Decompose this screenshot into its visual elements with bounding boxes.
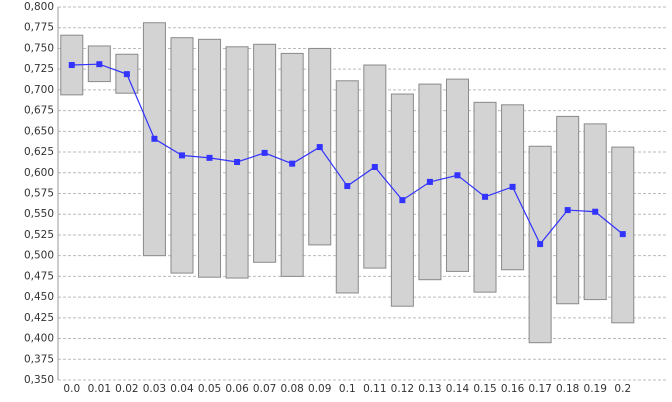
mean-point xyxy=(454,172,461,179)
x-tick-label: 0.0 xyxy=(63,383,80,395)
y-tick-label: 0,725 xyxy=(24,63,54,75)
x-tick-label: 0.1 xyxy=(339,383,356,395)
x-tick-label: 0.13 xyxy=(418,383,441,395)
x-tick-label: 0.18 xyxy=(556,383,579,395)
mean-point xyxy=(68,62,75,69)
mean-point xyxy=(509,183,516,190)
y-tick-label: 0,375 xyxy=(24,353,54,365)
x-tick-label: 0.03 xyxy=(143,383,166,395)
mean-point xyxy=(564,207,571,214)
mean-point xyxy=(234,159,241,166)
mean-point xyxy=(96,61,103,68)
mean-point xyxy=(344,183,351,190)
y-tick-label: 0,675 xyxy=(24,105,54,117)
y-tick-label: 0,775 xyxy=(24,22,54,34)
y-tick-label: 0,600 xyxy=(24,167,54,179)
y-tick-label: 0,650 xyxy=(24,125,54,137)
y-tick-label: 0,500 xyxy=(24,250,54,262)
x-tick-label: 0.04 xyxy=(170,383,194,395)
mean-point xyxy=(178,152,185,159)
y-tick-label: 0,700 xyxy=(24,84,54,96)
x-tick-label: 0.2 xyxy=(614,383,631,395)
y-tick-label: 0,575 xyxy=(24,188,54,200)
y-tick-label: 0,525 xyxy=(24,229,54,241)
x-tick-label: 0.12 xyxy=(391,383,414,395)
x-tick-label: 0.06 xyxy=(225,383,249,395)
y-tick-label: 0,750 xyxy=(24,42,54,54)
y-tick-label: 0,450 xyxy=(24,291,54,303)
y-tick-label: 0,475 xyxy=(24,270,54,282)
mean-point xyxy=(261,149,268,156)
mean-point xyxy=(316,144,323,151)
mean-point xyxy=(399,197,406,204)
x-tick-label: 0.02 xyxy=(115,383,138,395)
y-tick-label: 0,625 xyxy=(24,146,54,158)
y-tick-label: 0,425 xyxy=(24,312,54,324)
x-tick-label: 0.14 xyxy=(446,383,470,395)
x-tick-label: 0.08 xyxy=(280,383,303,395)
y-tick-label: 0,800 xyxy=(24,1,54,13)
x-tick-label: 0.16 xyxy=(501,383,525,395)
mean-point xyxy=(151,135,158,142)
mean-point xyxy=(592,208,599,215)
x-tick-label: 0.15 xyxy=(473,383,496,395)
mean-point xyxy=(289,160,296,167)
x-tick-label: 0.19 xyxy=(584,383,607,395)
mean-point xyxy=(619,231,626,238)
y-tick-label: 0,350 xyxy=(24,374,54,386)
mean-point xyxy=(482,193,489,200)
x-tick-label: 0.09 xyxy=(308,383,331,395)
mean-point xyxy=(537,241,544,248)
mean-point xyxy=(123,71,130,78)
x-tick-label: 0.01 xyxy=(88,383,111,395)
y-tick-label: 0,400 xyxy=(24,333,54,345)
mean-point xyxy=(206,154,213,161)
x-tick-label: 0.05 xyxy=(198,383,221,395)
mean-point xyxy=(426,178,433,185)
x-tick-label: 0.07 xyxy=(253,383,276,395)
y-tick-label: 0,550 xyxy=(24,208,54,220)
x-tick-label: 0.17 xyxy=(528,383,551,395)
mean-point xyxy=(371,163,378,170)
x-tick-label: 0.11 xyxy=(363,383,386,395)
